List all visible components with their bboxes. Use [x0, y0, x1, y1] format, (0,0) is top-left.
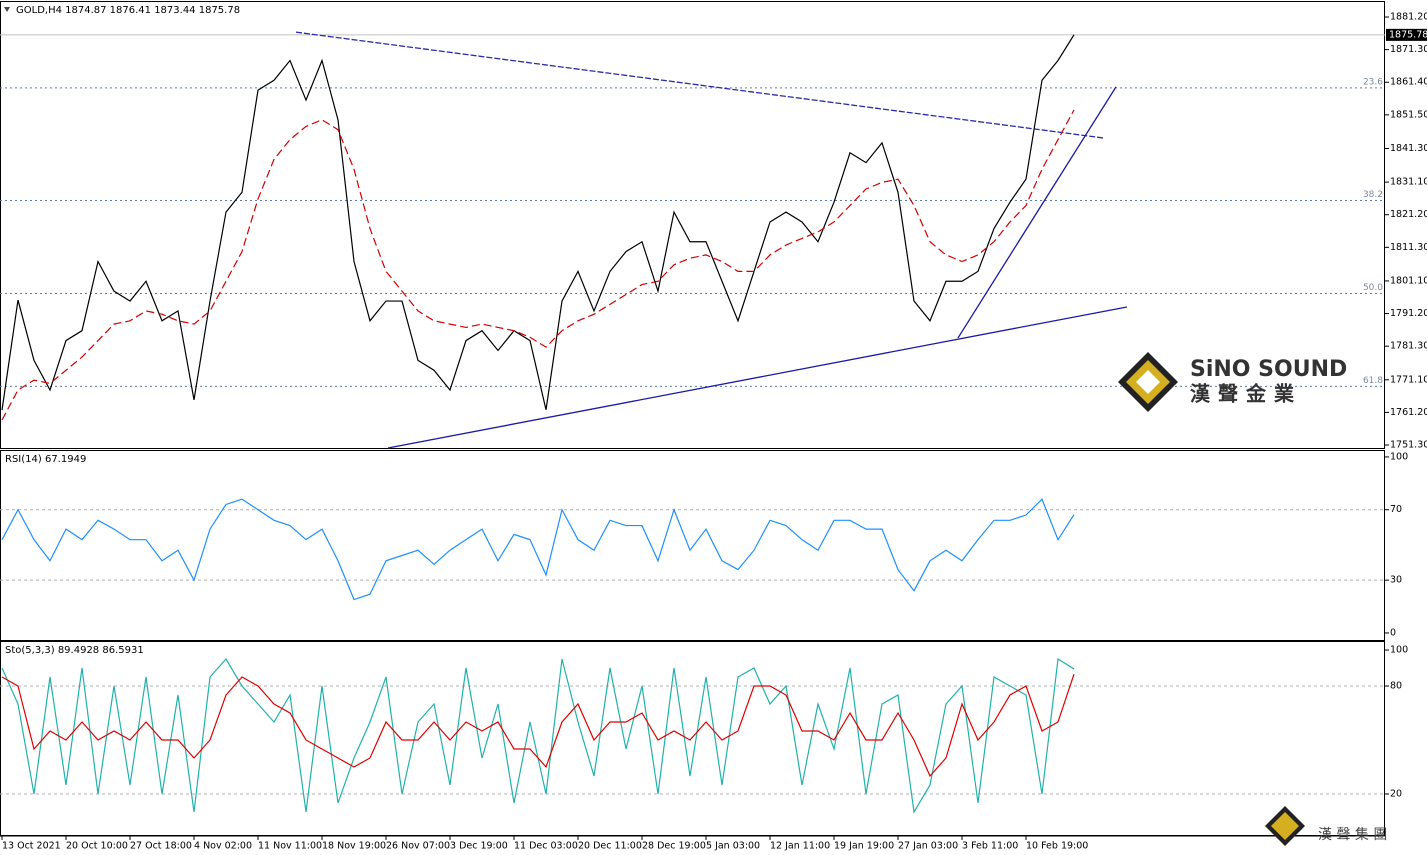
x-tick-label: 20 Oct 10:00 [66, 841, 128, 852]
fib-label: 61.8 [1363, 376, 1383, 386]
y-tick-label: 1861.40 [1390, 77, 1427, 88]
y-tick-label: 1811.30 [1390, 242, 1427, 253]
logo: SiNO SOUND 漢聲金業 漢 聲 集 團 [1118, 352, 1387, 846]
x-tick-label: 18 Nov 19:00 [322, 841, 386, 852]
y-tick-label: 80 [1390, 681, 1402, 692]
y-tick-label: 30 [1390, 575, 1402, 586]
panel-frame [0, 1, 1385, 449]
x-tick-label: 27 Jan 03:00 [898, 841, 958, 852]
y-tick-label: 1801.10 [1390, 275, 1427, 286]
y-tick-label: 1841.30 [1390, 143, 1427, 154]
y-tick-label: 1781.30 [1390, 341, 1427, 352]
panel-title: Sto(5,3,3) 89.4928 86.5931 [5, 645, 144, 656]
fib-label: 23.6 [1363, 77, 1383, 87]
panel-frame [0, 450, 1385, 641]
x-tick-label: 10 Feb 19:00 [1026, 841, 1088, 852]
x-tick-label: 13 Oct 2021 [2, 841, 61, 852]
fib-label: 50.0 [1363, 283, 1383, 293]
y-tick-label: 100 [1390, 451, 1408, 462]
logo-diamond-core [1136, 370, 1160, 394]
x-tick-label: 26 Nov 07:00 [386, 841, 450, 852]
panel-title: RSI(14) 67.1949 [5, 454, 86, 465]
current-price-box [1386, 28, 1427, 41]
x-tick-label: 19 Jan 19:00 [834, 841, 894, 852]
y-tick-label: 1881.20 [1390, 12, 1427, 23]
x-tick-label: 11 Dec 03:00 [514, 841, 578, 852]
symbol-icon [4, 7, 10, 12]
series-line [1, 109, 1075, 421]
y-tick-label: 1761.20 [1390, 407, 1427, 418]
x-tick-label: 3 Feb 11:00 [962, 841, 1018, 852]
logo-subtitle: 漢聲金業 [1190, 382, 1302, 406]
x-tick-label: 4 Nov 02:00 [194, 841, 252, 852]
y-tick-label: 1751.30 [1390, 440, 1427, 451]
series-line [1, 34, 1075, 411]
y-tick-label: 1771.10 [1390, 374, 1427, 385]
x-tick-label: 5 Jan 03:00 [706, 841, 760, 852]
x-tick-label: 28 Dec 19:00 [642, 841, 706, 852]
y-tick-label: 0 [1390, 627, 1396, 638]
y-tick-label: 1871.30 [1390, 44, 1427, 55]
trendline [387, 306, 1128, 449]
fib-label: 38.2 [1363, 190, 1383, 200]
y-tick-label: 1851.50 [1390, 109, 1427, 120]
trendline [957, 86, 1117, 339]
y-tick-label: 1831.10 [1390, 177, 1427, 188]
panel-title: GOLD,H4 1874.87 1876.41 1873.44 1875.78 [16, 5, 240, 16]
y-tick-label: 1821.20 [1390, 209, 1427, 220]
series-line [1, 498, 1075, 601]
x-tick-label: 20 Dec 11:00 [578, 841, 642, 852]
y-tick-label: 100 [1390, 645, 1408, 656]
footer-diamond-inner [1271, 812, 1299, 840]
y-tick-label: 20 [1390, 788, 1402, 799]
logo-name: SiNO SOUND [1190, 357, 1347, 382]
logo-footer: 漢 聲 集 團 [1318, 826, 1387, 843]
x-tick-label: 12 Jan 11:00 [770, 841, 830, 852]
x-tick-label: 27 Oct 18:00 [130, 841, 192, 852]
y-tick-label: 1791.20 [1390, 308, 1427, 319]
x-tick-label: 11 Nov 11:00 [258, 841, 322, 852]
series-line [1, 673, 1075, 778]
current-price-label: 1875.78 [1389, 29, 1427, 40]
x-tick-label: 3 Dec 19:00 [450, 841, 508, 852]
y-tick-label: 70 [1390, 504, 1402, 515]
